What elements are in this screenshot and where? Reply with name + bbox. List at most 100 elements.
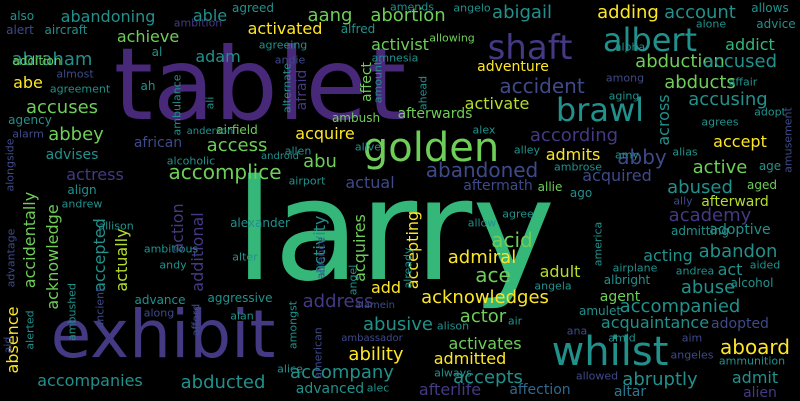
cloud-word: ambrose xyxy=(554,160,602,174)
cloud-word: advantage xyxy=(4,228,18,288)
cloud-word: alert xyxy=(6,23,34,37)
cloud-word: ace xyxy=(475,263,511,287)
cloud-word: alter xyxy=(232,250,258,264)
cloud-word: able xyxy=(192,6,228,25)
cloud-word: acquire xyxy=(295,124,355,143)
cloud-word: ali xyxy=(203,96,217,110)
cloud-word: activates xyxy=(448,334,522,353)
cloud-word: achieve xyxy=(116,27,180,46)
cloud-word: airport xyxy=(288,174,326,188)
cloud-word: albert xyxy=(602,21,698,59)
cloud-word: aggressive xyxy=(207,291,273,305)
cloud-word: afraid xyxy=(294,69,310,111)
cloud-word: adding xyxy=(597,2,659,23)
cloud-word: actual xyxy=(345,173,395,192)
cloud-word: amount xyxy=(371,60,385,104)
cloud-word: amid xyxy=(608,331,636,345)
cloud-word: shaft xyxy=(487,28,573,68)
cloud-word: alex xyxy=(472,123,496,137)
cloud-word: ambition xyxy=(173,16,223,30)
cloud-word: acknowledge xyxy=(43,204,62,310)
cloud-word: alongside xyxy=(3,138,17,192)
cloud-word: altar xyxy=(613,384,647,400)
cloud-word: al xyxy=(151,45,163,59)
cloud-word: ammunition xyxy=(718,354,786,368)
cloud-word: allowed xyxy=(575,369,619,383)
cloud-word: alive xyxy=(354,140,382,154)
cloud-word: aided xyxy=(749,258,781,272)
cloud-word: abandoning xyxy=(60,7,156,26)
cloud-word: advanced xyxy=(295,381,365,397)
cloud-word: angelo xyxy=(453,1,491,15)
cloud-word: aim xyxy=(681,331,703,345)
cloud-word: amulet xyxy=(578,304,622,318)
cloud-word: ability xyxy=(348,344,404,365)
cloud-word: ago xyxy=(569,186,593,200)
cloud-word: activated xyxy=(247,19,323,38)
cloud-word: aid xyxy=(1,336,15,354)
cloud-word: aged xyxy=(747,178,777,192)
cloud-word: accomplice xyxy=(168,160,282,184)
cloud-word: alone xyxy=(695,17,727,31)
cloud-word: brawl xyxy=(555,91,645,129)
cloud-word: actually xyxy=(112,228,131,292)
cloud-word: abducted xyxy=(180,372,266,393)
cloud-word: abu xyxy=(303,151,337,172)
cloud-word: alamein xyxy=(354,300,396,311)
cloud-word: abduction xyxy=(635,51,725,72)
cloud-word: alison xyxy=(436,319,470,333)
cloud-word: tablet xyxy=(113,26,407,143)
cloud-word: acting xyxy=(643,246,693,265)
cloud-word: account xyxy=(664,2,736,23)
cloud-word: aircraft xyxy=(44,23,88,37)
cloud-word: alliance xyxy=(314,236,328,280)
cloud-word: alan xyxy=(230,309,254,323)
cloud-word: alley xyxy=(513,143,541,157)
cloud-word: aboard xyxy=(719,335,791,359)
cloud-word: ambitious xyxy=(143,242,199,256)
cloud-word: anderson xyxy=(186,126,234,137)
cloud-word: actress xyxy=(66,165,124,184)
cloud-word: affection xyxy=(509,382,571,398)
cloud-word: always xyxy=(434,366,472,380)
cloud-word: ambushed xyxy=(65,283,79,341)
cloud-word: admitting xyxy=(671,224,729,238)
cloud-word: almost xyxy=(56,67,94,81)
cloud-word: according xyxy=(529,125,619,146)
cloud-word: air xyxy=(507,314,523,328)
cloud-word: alternate xyxy=(280,63,294,113)
cloud-word: android xyxy=(261,151,299,162)
cloud-word: alcoholic xyxy=(166,154,216,168)
cloud-word: accuses xyxy=(25,97,99,118)
cloud-word: african xyxy=(133,135,183,151)
cloud-word: across xyxy=(654,94,673,146)
cloud-word: amusement xyxy=(781,107,795,173)
cloud-word: amends xyxy=(390,0,434,14)
cloud-word: agent xyxy=(599,289,641,305)
cloud-word: agrees xyxy=(701,115,739,129)
cloud-word: allow xyxy=(467,216,497,230)
cloud-word: accusing xyxy=(688,89,768,110)
cloud-word: accused xyxy=(702,51,778,72)
cloud-word: angela xyxy=(534,279,572,293)
cloud-word: active xyxy=(692,157,748,178)
cloud-word: activist xyxy=(371,35,429,54)
cloud-word: angeles xyxy=(670,348,714,362)
cloud-word: admit xyxy=(731,368,779,387)
cloud-word: alfred xyxy=(340,22,376,36)
cloud-word: already xyxy=(401,247,415,289)
cloud-word: adventure xyxy=(477,59,549,75)
cloud-word: acid xyxy=(491,228,533,252)
cloud-word: golden xyxy=(362,125,500,171)
cloud-word: accidentally xyxy=(20,191,39,289)
cloud-word: adopted xyxy=(711,316,769,332)
cloud-word: academy xyxy=(668,205,752,226)
cloud-word: andy xyxy=(159,258,187,272)
cloud-word: alerted xyxy=(23,310,37,350)
cloud-word: abortion xyxy=(370,5,446,26)
cloud-word: alien xyxy=(743,385,777,401)
cloud-word: ahead xyxy=(416,75,430,111)
cloud-word: abusive xyxy=(363,314,433,335)
cloud-word: aang xyxy=(307,5,353,26)
